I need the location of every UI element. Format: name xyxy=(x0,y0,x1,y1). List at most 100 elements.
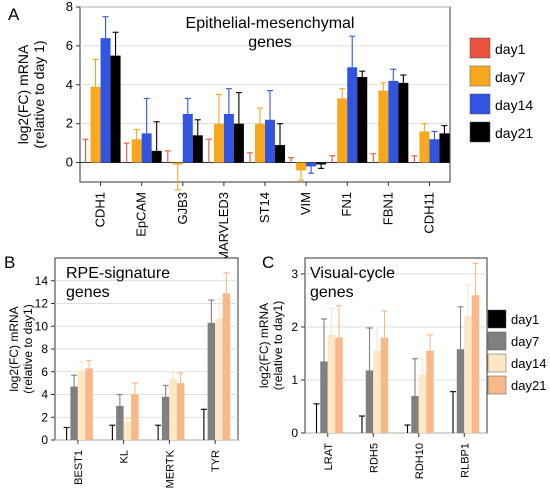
y-tick-label: 14 xyxy=(35,274,49,288)
bar-gjb3-day7 xyxy=(172,162,183,165)
legend-swatch-day7 xyxy=(487,331,507,351)
legend: day1 day7 day14 day21 xyxy=(487,309,546,395)
chart-title: genes xyxy=(66,284,110,301)
y-tick-label: 0 xyxy=(291,426,298,440)
bar-rdh10-day21 xyxy=(426,350,434,433)
y-tick-label: 0 xyxy=(66,155,73,170)
x-tick-label: ST14 xyxy=(257,192,272,223)
bar-tyr-day21 xyxy=(222,293,231,440)
bar-fn1-day21 xyxy=(357,77,368,163)
y-tick-label: 6 xyxy=(66,38,73,53)
y-tick-label: 2 xyxy=(291,320,298,334)
bar-kl-day7 xyxy=(116,405,124,440)
x-tick-label: CDH11 xyxy=(421,192,436,234)
y-tick-label: 4 xyxy=(66,77,73,92)
y-tick-label: 10 xyxy=(35,319,49,333)
bar-fbn1-day7 xyxy=(378,90,389,163)
bar-kl-day14 xyxy=(123,421,132,440)
x-tick-label: BEST1 xyxy=(73,450,85,485)
bar-cdh1-day14 xyxy=(100,38,111,163)
bar-gjb3-day21 xyxy=(192,135,203,163)
panel-b: B 0 2 4 6 8 10 12 14 BEST1 KL MERTK TYR RPE-signature… xyxy=(4,253,239,488)
bar-lrat-day14 xyxy=(327,334,336,433)
legend-label-day1: day1 xyxy=(511,312,539,327)
x-tick-label: LRAT xyxy=(323,443,335,471)
bar-fn1-day14 xyxy=(347,67,358,163)
y-axis-label: log2(FC) mRNA xyxy=(15,44,31,144)
y-axis-label: log2(FC) mRNA xyxy=(257,303,271,388)
x-tick-label: GJB3 xyxy=(175,192,190,225)
legend-label-day21: day21 xyxy=(511,378,546,393)
y-tick-label: 0 xyxy=(41,433,48,447)
bar-rlbp1-day21 xyxy=(471,295,480,433)
x-tick-label: CDH1 xyxy=(93,192,108,227)
panel-c: C 0 1 2 3 LRAT RDH5 RDH10 RLBP1 Visual-cycle genes… xyxy=(257,253,546,479)
y-tick-label: 8 xyxy=(41,342,48,356)
bar-cdh11-day14 xyxy=(429,139,440,163)
y-tick-label: 2 xyxy=(66,116,73,131)
x-tick-label: MERTK xyxy=(164,449,176,488)
bar-mertk-day14 xyxy=(169,378,177,440)
panel-letter: C xyxy=(262,253,274,272)
panel-a: A 0 2 4 6 8 CDH1 EpCAM GJB3 MARVLED3 ST14 VIM FN1 FBN… xyxy=(8,0,533,262)
bar-cdh11-day21 xyxy=(439,133,450,163)
legend-label-day1: day1 xyxy=(495,41,526,57)
legend-swatch-day14 xyxy=(469,93,491,115)
legend-label-day21: day21 xyxy=(495,125,533,141)
legend-label-day7: day7 xyxy=(511,334,539,349)
y-axis-label: log2(FC) mRNA xyxy=(7,306,21,391)
legend-label-day14: day14 xyxy=(511,356,546,371)
legend: day1 day7 day14 day21 xyxy=(469,37,533,143)
y-tick-label: 6 xyxy=(41,365,48,379)
bar-fn1-day7 xyxy=(337,98,348,163)
bar-kl-day21 xyxy=(131,394,139,440)
chart-title: Epithelial-mesenchymal xyxy=(186,15,355,32)
bar-best1-day7 xyxy=(70,386,78,440)
bar-cdh1-day21 xyxy=(110,55,121,163)
bar-marvled3-day7 xyxy=(213,123,224,163)
bar-rdh5-day7 xyxy=(365,370,374,433)
y-axis-label: (relative to day 1) xyxy=(31,40,47,148)
y-tick-label: 4 xyxy=(41,388,48,402)
bar-rlbp1-day14 xyxy=(464,316,472,433)
bar-vim-day7 xyxy=(296,162,307,171)
bar-marvled3-day21 xyxy=(233,123,244,163)
x-tick-label: RDH10 xyxy=(414,443,426,479)
bar-epcam-day7 xyxy=(131,139,142,163)
chart-title: RPE-signature xyxy=(66,265,170,282)
legend-swatch-day21 xyxy=(469,121,491,143)
y-tick-label: 2 xyxy=(41,410,48,424)
chart-title: genes xyxy=(248,34,292,51)
bar-best1-day14 xyxy=(77,370,86,440)
x-tick-label: TYR xyxy=(210,450,222,472)
panel-letter: B xyxy=(4,253,15,272)
y-axis-label: (relative to day1) xyxy=(271,301,285,390)
y-axis-label: (relative to day1) xyxy=(21,304,35,393)
y-tick-label: 1 xyxy=(291,373,298,387)
bar-vim-day14 xyxy=(306,162,317,167)
bar-fbn1-day21 xyxy=(398,82,409,163)
x-tick-label: FBN1 xyxy=(380,192,395,225)
bar-best1-day21 xyxy=(85,368,93,440)
bar-epcam-day21 xyxy=(151,150,162,163)
x-tick-label: RLBP1 xyxy=(459,443,471,478)
bar-vim-day21 xyxy=(316,162,327,165)
x-tick-label: RDH5 xyxy=(368,443,380,473)
x-tick-label: FN1 xyxy=(339,192,354,217)
bar-gjb3-day14 xyxy=(182,113,193,163)
legend-swatch-day14 xyxy=(487,353,507,373)
bar-rdh10-day7 xyxy=(411,395,419,433)
bar-fbn1-day14 xyxy=(388,80,399,163)
bar-lrat-day21 xyxy=(335,337,343,433)
x-tick-label: MARVLED3 xyxy=(216,192,231,262)
y-tick-label: 8 xyxy=(66,0,73,14)
legend-swatch-day1 xyxy=(469,37,491,59)
bar-epcam-day14 xyxy=(141,133,152,163)
bar-rlbp1-day7 xyxy=(456,349,465,433)
bar-st14-day21 xyxy=(275,145,285,163)
bar-rdh5-day14 xyxy=(373,350,381,433)
legend-swatch-day1 xyxy=(487,309,507,329)
bar-rdh10-day14 xyxy=(418,374,427,433)
